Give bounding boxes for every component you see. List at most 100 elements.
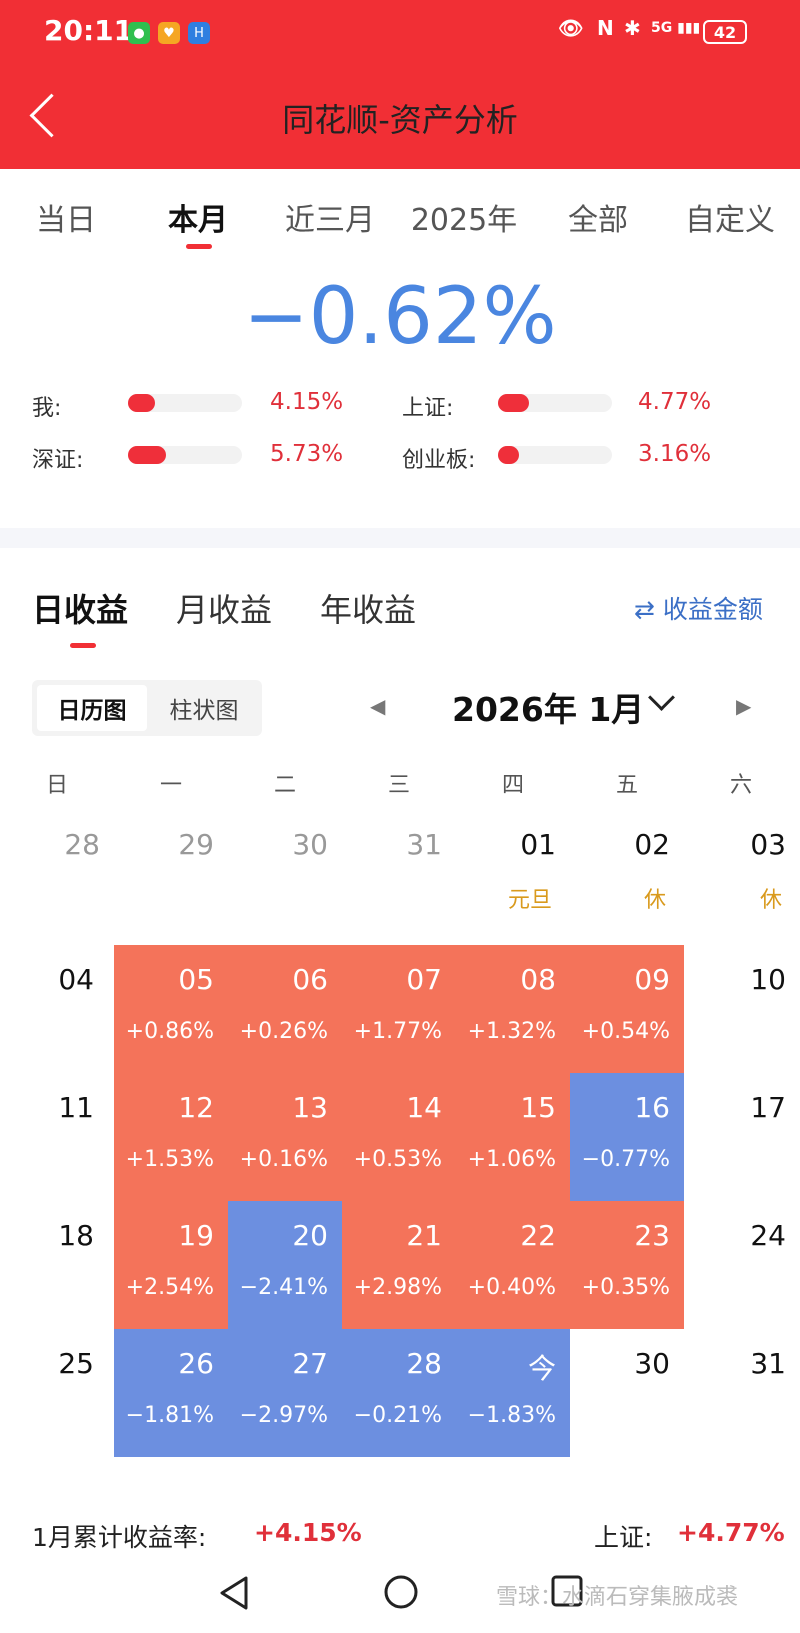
earnings-tab[interactable]: 年收益 bbox=[320, 591, 417, 629]
signal-label: 5G bbox=[651, 20, 673, 36]
signal-icon: 5G ▮▮▮ bbox=[651, 20, 701, 36]
page-title: 同花顺-资产分析 bbox=[282, 101, 518, 139]
calendar-day[interactable]: 05 +0.86% bbox=[114, 945, 228, 1073]
calendar-day[interactable]: 13 +0.16% bbox=[228, 1073, 342, 1201]
calendar-day[interactable]: 22 +0.40% bbox=[456, 1201, 570, 1329]
amount-toggle[interactable]: ⇄ 收益金额 bbox=[634, 590, 763, 626]
calendar-day-number: 16 bbox=[634, 1091, 670, 1124]
period-tab-indicator bbox=[186, 244, 212, 249]
period-tab[interactable]: 本月 bbox=[168, 203, 228, 238]
calendar-day[interactable]: 28 bbox=[0, 810, 114, 940]
comparison-bar-fill bbox=[128, 446, 166, 464]
calendar-day-number: 28 bbox=[406, 1347, 442, 1380]
calendar-day-number: 09 bbox=[634, 963, 670, 996]
comparison-value: 5.73% bbox=[270, 441, 344, 467]
period-tab[interactable]: 全部 bbox=[568, 203, 628, 238]
holiday-note: 休 bbox=[643, 888, 666, 913]
calendar-day-number: 12 bbox=[178, 1091, 214, 1124]
calendar-day-number: 31 bbox=[406, 828, 442, 861]
calendar-day[interactable]: 19 +2.54% bbox=[114, 1201, 228, 1329]
nav-back-icon[interactable] bbox=[216, 1574, 250, 1612]
calendar-day-return: +0.16% bbox=[239, 1147, 328, 1172]
nav-recents-icon[interactable] bbox=[550, 1574, 584, 1608]
calendar-day[interactable]: 09 +0.54% bbox=[570, 945, 684, 1073]
calendar-day[interactable]: 01 元旦 bbox=[456, 810, 570, 940]
comparison-label: 创业板: bbox=[402, 448, 476, 473]
period-tab[interactable]: 自定义 bbox=[685, 203, 775, 238]
calendar-day[interactable]: 25 bbox=[0, 1329, 114, 1457]
nav-home-icon[interactable] bbox=[383, 1574, 419, 1610]
calendar-day[interactable]: 23 +0.35% bbox=[570, 1201, 684, 1329]
calendar-day[interactable]: 28 −0.21% bbox=[342, 1329, 456, 1457]
calendar-day-number: 19 bbox=[178, 1219, 214, 1252]
weekday-label: 一 bbox=[159, 773, 182, 798]
earnings-tab-indicator bbox=[70, 643, 96, 648]
calendar-day[interactable]: 06 +0.26% bbox=[228, 945, 342, 1073]
weekday-label: 日 bbox=[45, 773, 68, 798]
calendar-day-number: 20 bbox=[292, 1219, 328, 1252]
prev-month-button[interactable]: ◀ bbox=[370, 694, 386, 718]
earnings-tab[interactable]: 月收益 bbox=[176, 591, 273, 629]
calendar-day[interactable]: 08 +1.32% bbox=[456, 945, 570, 1073]
calendar-day[interactable]: 14 +0.53% bbox=[342, 1073, 456, 1201]
calendar-day-return: +0.26% bbox=[239, 1019, 328, 1044]
calendar-day[interactable]: 04 bbox=[0, 945, 114, 1073]
calendar-day[interactable]: 24 bbox=[684, 1201, 800, 1329]
calendar-day[interactable]: 21 +2.98% bbox=[342, 1201, 456, 1329]
calendar-day-number: 今 bbox=[527, 1352, 556, 1385]
calendar-day[interactable]: 26 −1.81% bbox=[114, 1329, 228, 1457]
calendar-day-number: 04 bbox=[58, 963, 94, 996]
calendar-day[interactable]: 30 bbox=[570, 1329, 684, 1457]
calendar-day[interactable]: 17 bbox=[684, 1073, 800, 1201]
calendar-day-number: 10 bbox=[750, 963, 786, 996]
calendar-day-number: 30 bbox=[292, 828, 328, 861]
amount-toggle-label: 收益金额 bbox=[662, 595, 763, 624]
calendar-day-return: +0.40% bbox=[467, 1275, 556, 1300]
calendar-day-return: −2.41% bbox=[239, 1275, 328, 1300]
calendar-day-return: −0.77% bbox=[581, 1147, 670, 1172]
comparison-bar-fill bbox=[498, 446, 519, 464]
app-notification-icon-2: H bbox=[188, 22, 210, 44]
calendar-day[interactable]: 31 bbox=[684, 1329, 800, 1457]
comparison-label: 深证: bbox=[32, 448, 84, 473]
calendar-day[interactable]: 15 +1.06% bbox=[456, 1073, 570, 1201]
bar-view-button[interactable]: 柱状图 bbox=[169, 698, 239, 724]
calendar-day[interactable]: 16 −0.77% bbox=[570, 1073, 684, 1201]
calendar-day-number: 25 bbox=[58, 1347, 94, 1380]
calendar-day[interactable]: 11 bbox=[0, 1073, 114, 1201]
calendar-day-number: 05 bbox=[178, 963, 214, 996]
calendar-day[interactable]: 27 −2.97% bbox=[228, 1329, 342, 1457]
calendar-day[interactable]: 30 bbox=[228, 810, 342, 940]
calendar-day[interactable]: 今 −1.83% bbox=[456, 1329, 570, 1457]
calendar-day[interactable]: 03 休 bbox=[684, 810, 800, 940]
battery-level: 42 bbox=[713, 22, 737, 42]
calendar-day-number: 14 bbox=[406, 1091, 442, 1124]
calendar-day[interactable]: 12 +1.53% bbox=[114, 1073, 228, 1201]
calendar-day[interactable]: 02 休 bbox=[570, 810, 684, 940]
calendar-day-return: −0.21% bbox=[353, 1403, 442, 1428]
calendar-day[interactable]: 20 −2.41% bbox=[228, 1201, 342, 1329]
month-selector[interactable]: 2026年 1月 bbox=[452, 690, 645, 729]
earnings-tab[interactable]: 日收益 bbox=[32, 591, 129, 629]
calendar-day[interactable]: 29 bbox=[114, 810, 228, 940]
calendar-day-number: 07 bbox=[406, 963, 442, 996]
calendar-day-return: +0.86% bbox=[125, 1019, 214, 1044]
calendar-day-return: +1.32% bbox=[467, 1019, 556, 1044]
calendar-day-number: 18 bbox=[58, 1219, 94, 1252]
calendar-day[interactable]: 31 bbox=[342, 810, 456, 940]
period-tab[interactable]: 2025年 bbox=[410, 203, 518, 238]
calendar-view-button[interactable]: 日历图 bbox=[37, 685, 147, 731]
calendar-day-number: 13 bbox=[292, 1091, 328, 1124]
period-tab[interactable]: 当日 bbox=[36, 203, 96, 238]
calendar-day[interactable]: 10 bbox=[684, 945, 800, 1073]
calendar-day[interactable]: 18 bbox=[0, 1201, 114, 1329]
app-notification-icon: ♥ bbox=[158, 22, 180, 44]
period-tab[interactable]: 近三月 bbox=[285, 203, 375, 238]
chevron-down-icon[interactable] bbox=[648, 684, 675, 711]
comparison-bar bbox=[498, 446, 612, 464]
next-month-button[interactable]: ▶ bbox=[736, 694, 752, 718]
calendar-day-number: 17 bbox=[750, 1091, 786, 1124]
calendar-day-number: 27 bbox=[292, 1347, 328, 1380]
calendar-day-number: 22 bbox=[520, 1219, 556, 1252]
calendar-day[interactable]: 07 +1.77% bbox=[342, 945, 456, 1073]
